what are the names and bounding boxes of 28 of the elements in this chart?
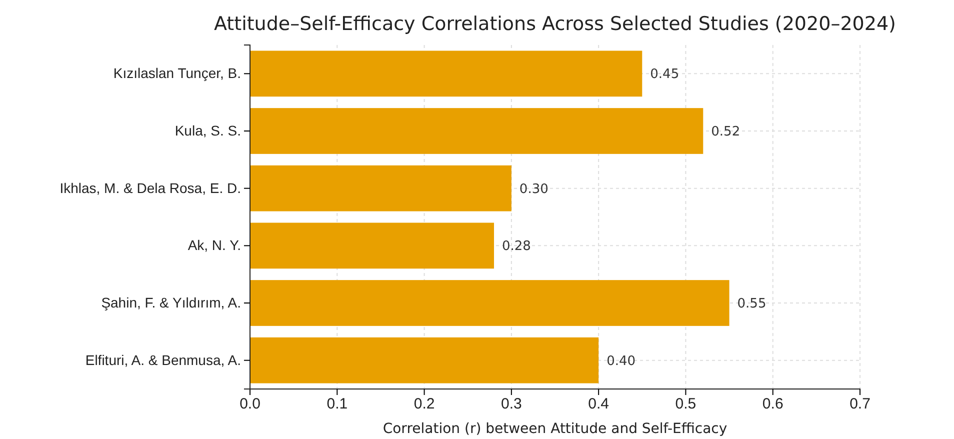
bar	[250, 222, 494, 269]
x-tick-label: 0.3	[501, 396, 522, 413]
data-label: 0.30	[519, 182, 548, 197]
data-label: 0.52	[711, 124, 740, 140]
y-tick-label: Elfituri, A. & Benmusa, A.	[85, 352, 241, 368]
y-tick-label: Kula, S. S.	[174, 122, 241, 138]
y-tick-label: Kızılaslan Tunçer, B.	[113, 65, 241, 82]
bar	[250, 165, 512, 212]
x-tick-label: 0.4	[588, 396, 609, 413]
data-label: 0.45	[650, 67, 680, 82]
x-axis-title: Correlation (r) between Attitude and Self-Efficacy	[382, 421, 728, 437]
data-label: 0.28	[502, 239, 531, 254]
x-tick-label: 0.0	[240, 396, 260, 413]
bar	[250, 50, 642, 97]
bar	[250, 337, 599, 384]
y-tick-label: Ak, N. Y.	[188, 237, 241, 254]
data-label: 0.40	[606, 354, 636, 369]
y-tick-label: Ikhlas, M. & Dela Rosa, E. D.	[60, 180, 241, 196]
bar	[250, 108, 704, 154]
x-tick-label: 0.2	[414, 396, 435, 413]
bar	[250, 280, 730, 326]
chart-title: Attitude–Self-Efficacy Correlations Across Selected Studies (2020–2024)	[214, 13, 896, 35]
y-tick-label: Şahin, F. & Yıldırım, A.	[101, 294, 241, 310]
x-tick-label: 0.6	[762, 396, 784, 413]
x-tick-label: 0.5	[675, 396, 696, 413]
x-tick-label: 0.7	[850, 396, 870, 413]
data-label: 0.55	[737, 296, 766, 312]
x-tick-label: 0.1	[326, 396, 348, 413]
